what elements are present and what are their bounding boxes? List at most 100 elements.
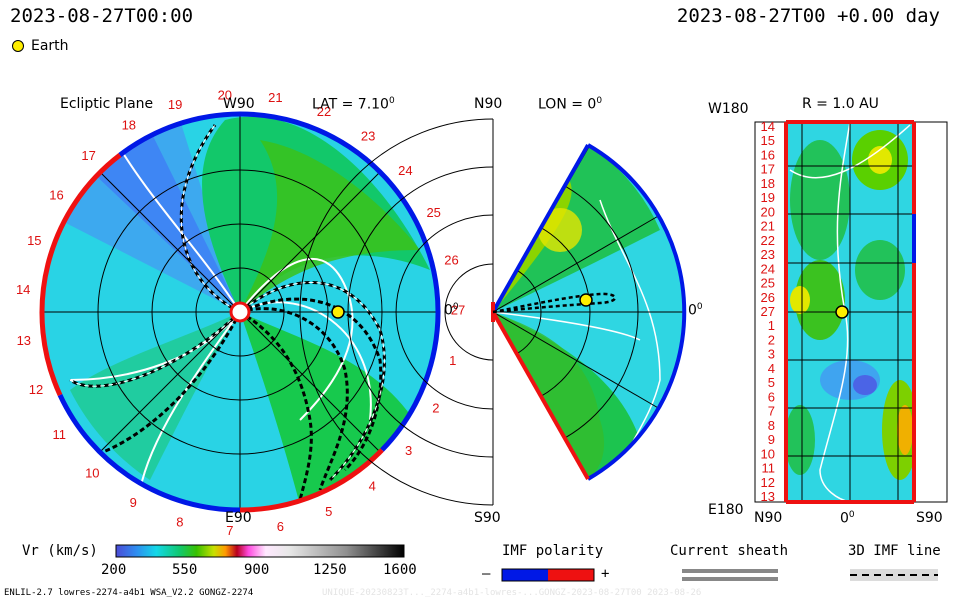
footer-left: ENLIL-2.7 lowres-2274-a4b1 WSA_V2.2 GONG…	[4, 588, 254, 598]
synoptic-y-tick: 11	[762, 461, 776, 476]
carrington-label: 21	[268, 90, 282, 105]
synoptic-x-left: N90	[754, 510, 783, 526]
carrington-label: 4	[369, 478, 376, 493]
synoptic-y-ticks: 1415161718192021222324252627123456789101…	[761, 119, 775, 504]
footer-right: UNIQUE-20230823T..._2274-a4b1-lowres-...…	[322, 588, 702, 598]
meridional-lon: LON = 00	[538, 96, 603, 113]
synoptic-title: R = 1.0 AU	[802, 96, 879, 112]
carrington-label: 5	[325, 504, 332, 519]
meridional-bottom-label: S90	[474, 510, 501, 526]
synoptic-y-tick: 21	[761, 219, 775, 234]
synoptic-x-right: S90	[916, 510, 943, 526]
carrington-label: 11	[53, 427, 67, 442]
colorbar-tick-1600: 1600	[383, 562, 417, 578]
imf-positive-swatch	[548, 569, 594, 581]
carrington-label: 14	[16, 282, 30, 297]
synoptic-y-tick: 1	[768, 318, 775, 333]
imf-polarity-title: IMF polarity	[502, 543, 604, 559]
carrington-label: 2	[432, 401, 439, 416]
synoptic-x-mid: 00	[840, 510, 855, 527]
colorbar-tick-550: 550	[172, 562, 198, 578]
current-sheath-swatch	[682, 569, 778, 573]
synoptic-y-tick: 17	[761, 162, 775, 177]
header-date-left: 2023-08-27T00:00	[10, 5, 194, 27]
ecliptic-right-label: 00	[444, 302, 459, 319]
header-date-right: 2023-08-27T00 +0.00 day	[676, 5, 940, 27]
synoptic-y-tick: 20	[761, 204, 775, 219]
synoptic-y-tick: 13	[761, 489, 775, 504]
carrington-label: 24	[398, 163, 412, 178]
carrington-label: 27	[451, 303, 465, 318]
earth-legend-label: Earth	[31, 38, 69, 54]
synoptic-y-tick: 19	[761, 190, 775, 205]
synoptic-y-tick: 5	[768, 375, 775, 390]
synoptic-y-tick: 10	[761, 446, 775, 461]
colorbar-tick-900: 900	[244, 562, 270, 578]
imf-minus-label: –	[482, 566, 491, 582]
ecliptic-rim-negative	[239, 111, 441, 452]
synoptic-y-tick: 15	[761, 133, 775, 148]
ecliptic-lat: LAT = 7.100	[312, 96, 395, 113]
carrington-label: 9	[130, 495, 137, 510]
synoptic-y-tick: 8	[768, 418, 775, 433]
ecliptic-panel	[39, 111, 441, 513]
synoptic-y-tick: 7	[768, 404, 775, 419]
synoptic-y-tick: 22	[761, 233, 775, 248]
colorbar-label: Vr (km/s)	[22, 543, 98, 559]
synoptic-y-tick: 9	[768, 432, 775, 447]
carrington-label: 3	[405, 443, 412, 458]
earth-legend-marker	[12, 40, 24, 52]
synoptic-y-tick: 3	[768, 347, 775, 362]
sun-marker	[229, 301, 251, 323]
carrington-label: 25	[426, 205, 440, 220]
ecliptic-top-label: W90	[223, 96, 255, 112]
synoptic-top-left: W180	[708, 101, 749, 117]
carrington-label: 18	[122, 118, 136, 133]
synoptic-y-tick: 27	[761, 304, 775, 319]
synoptic-y-tick: 14	[761, 119, 775, 134]
synoptic-y-tick: 4	[768, 361, 775, 376]
synoptic-y-tick: 23	[761, 247, 775, 262]
carrington-label: 7	[226, 523, 233, 538]
current-sheath-title: Current sheath	[670, 543, 789, 559]
imf-plus-label: +	[601, 566, 610, 582]
carrington-label: 19	[168, 97, 182, 112]
carrington-label: 8	[176, 515, 183, 530]
carrington-label: 17	[81, 148, 95, 163]
earth-marker-meridional	[579, 293, 593, 307]
carrington-label: 26	[444, 252, 458, 267]
meridional-rim	[586, 143, 687, 481]
colorbar-tick-1250: 1250	[313, 562, 347, 578]
earth-marker-synoptic	[835, 305, 849, 319]
carrington-label: 16	[49, 187, 63, 202]
synoptic-y-tick: 25	[761, 276, 775, 291]
meridional-right-label: 00	[688, 302, 703, 319]
synoptic-bottom-left: E180	[708, 502, 744, 518]
ecliptic-rim-positive	[39, 153, 122, 397]
carrington-label: 12	[29, 382, 43, 397]
synoptic-y-tick: 24	[761, 261, 775, 276]
imf-line-swatch	[850, 569, 938, 581]
ecliptic-bottom-label: E90	[225, 510, 252, 526]
synoptic-y-tick: 18	[761, 176, 775, 191]
synoptic-y-tick: 12	[761, 475, 775, 490]
meridional-top-label: N90	[474, 96, 503, 112]
carrington-label: 10	[85, 465, 99, 480]
carrington-label: 13	[17, 333, 31, 348]
synoptic-y-tick: 16	[761, 148, 775, 163]
synoptic-y-tick: 26	[761, 290, 775, 305]
carrington-label: 23	[361, 129, 375, 144]
carrington-labels: 20 21222324252627123456789101112131415161…	[16, 88, 465, 538]
synoptic-y-tick: 6	[768, 389, 775, 404]
colorbar-gradient	[115, 544, 405, 558]
imf-negative-swatch	[502, 569, 548, 581]
earth-marker-ecliptic	[331, 305, 345, 319]
carrington-label: 20	[218, 88, 232, 103]
synoptic-y-tick: 2	[768, 333, 775, 348]
carrington-label: 6	[277, 519, 284, 534]
imf-line-title: 3D IMF line	[848, 543, 941, 559]
carrington-label: 22	[317, 104, 331, 119]
carrington-label: 1	[449, 353, 456, 368]
colorbar-tick-200: 200	[101, 562, 127, 578]
